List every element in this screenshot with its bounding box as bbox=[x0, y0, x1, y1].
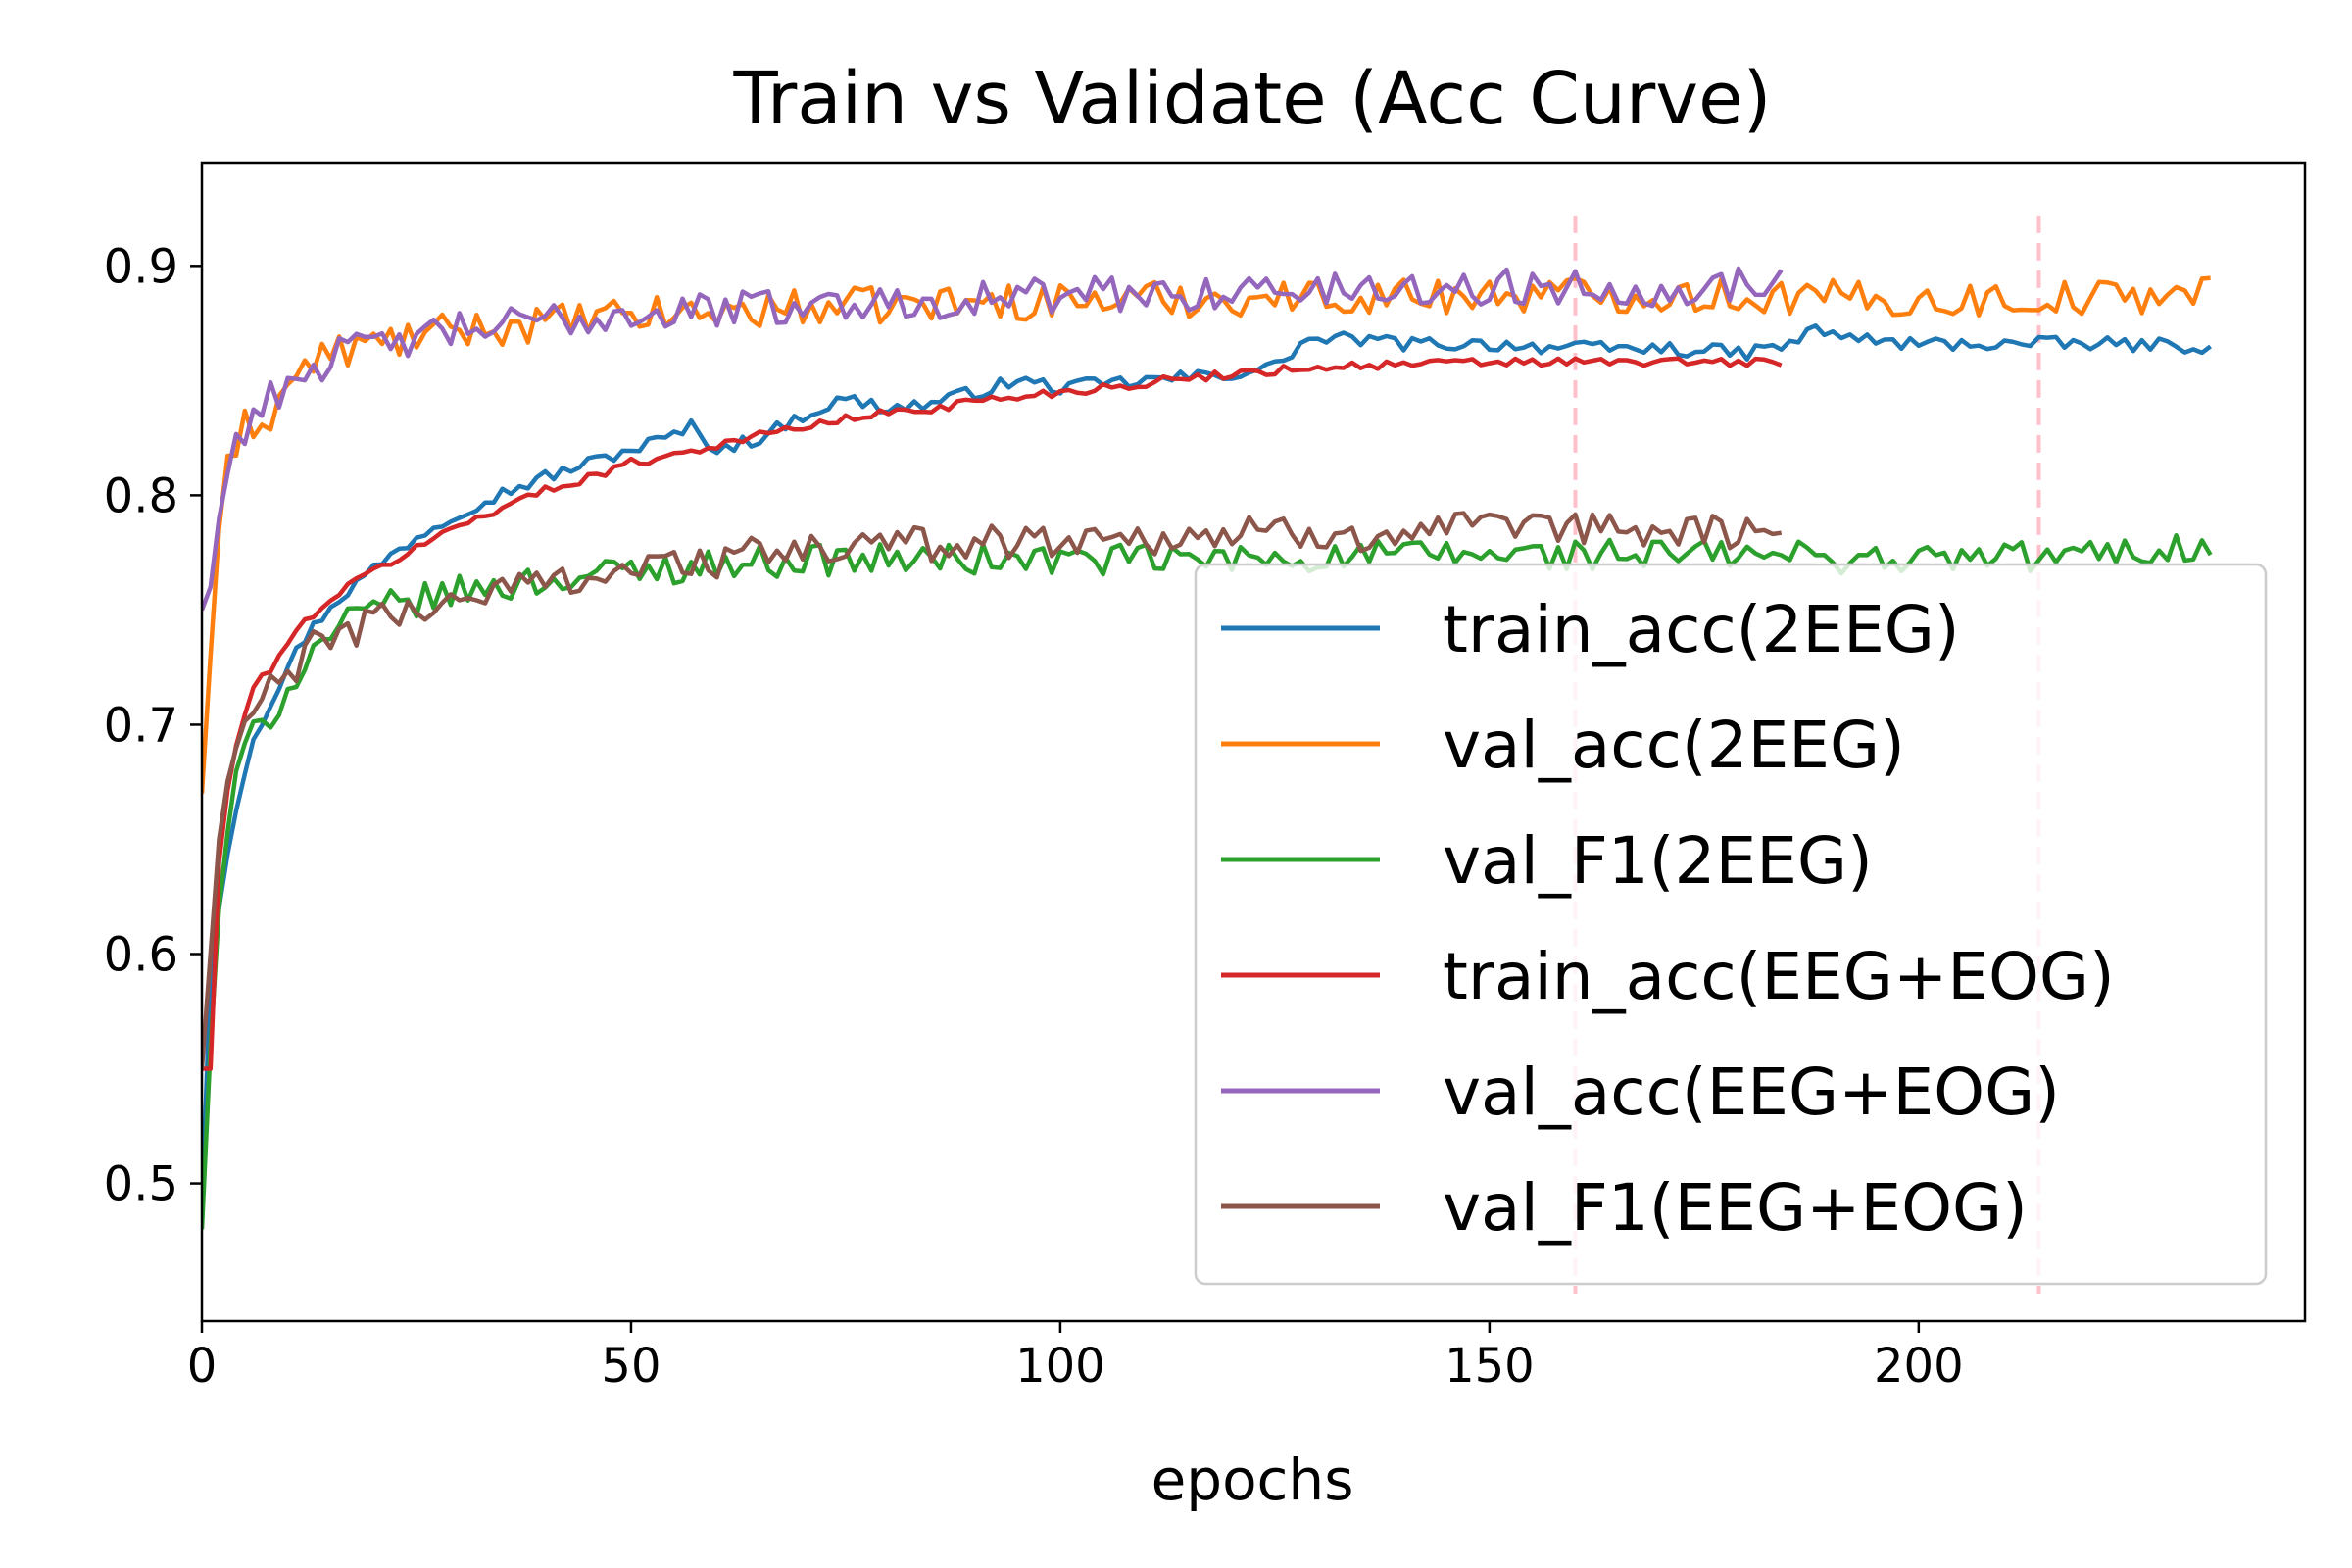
legend-box bbox=[1194, 563, 2268, 1286]
x-tick-label: 100 bbox=[1015, 1339, 1105, 1394]
chart-title: Train vs Validate (Acc Curve) bbox=[733, 57, 1772, 141]
x-tick-label: 50 bbox=[601, 1339, 661, 1394]
legend-label: train_acc(2EEG) bbox=[1443, 592, 1960, 667]
x-tick-label: 150 bbox=[1445, 1339, 1535, 1394]
series-line bbox=[202, 511, 1783, 1069]
y-tick-label: 0.9 bbox=[104, 239, 178, 294]
y-tick-label: 0.7 bbox=[104, 698, 178, 753]
legend-label: val_F1(2EEG) bbox=[1443, 823, 1873, 899]
x-tick-label: 200 bbox=[1874, 1339, 1964, 1394]
series-line bbox=[202, 266, 1784, 612]
x-axis-label: epochs bbox=[1152, 1446, 1354, 1513]
legend-label: val_acc(2EEG) bbox=[1443, 708, 1905, 783]
legend-label: train_acc(EEG+EOG) bbox=[1443, 939, 2115, 1014]
x-tick-label: 0 bbox=[187, 1339, 218, 1394]
y-tick-label: 0.6 bbox=[104, 928, 178, 983]
legend-label: val_acc(EEG+EOG) bbox=[1443, 1054, 2060, 1130]
axes: 0 50 100 150 200 0.5 0.6 0.7 0.8 0.9 bbox=[104, 161, 2307, 1394]
y-tick-label: 0.5 bbox=[104, 1157, 178, 1212]
series-line bbox=[202, 275, 2211, 794]
legend: train_acc(2EEG) val_acc(2EEG) val_F1(2EEG)… bbox=[1194, 563, 2268, 1286]
series-line bbox=[202, 323, 2212, 1207]
y-tick-label: 0.8 bbox=[104, 468, 178, 523]
series-line bbox=[202, 356, 1783, 1071]
axes-frame bbox=[200, 161, 2307, 1323]
legend-label: val_F1(EEG+EOG) bbox=[1443, 1170, 2028, 1246]
